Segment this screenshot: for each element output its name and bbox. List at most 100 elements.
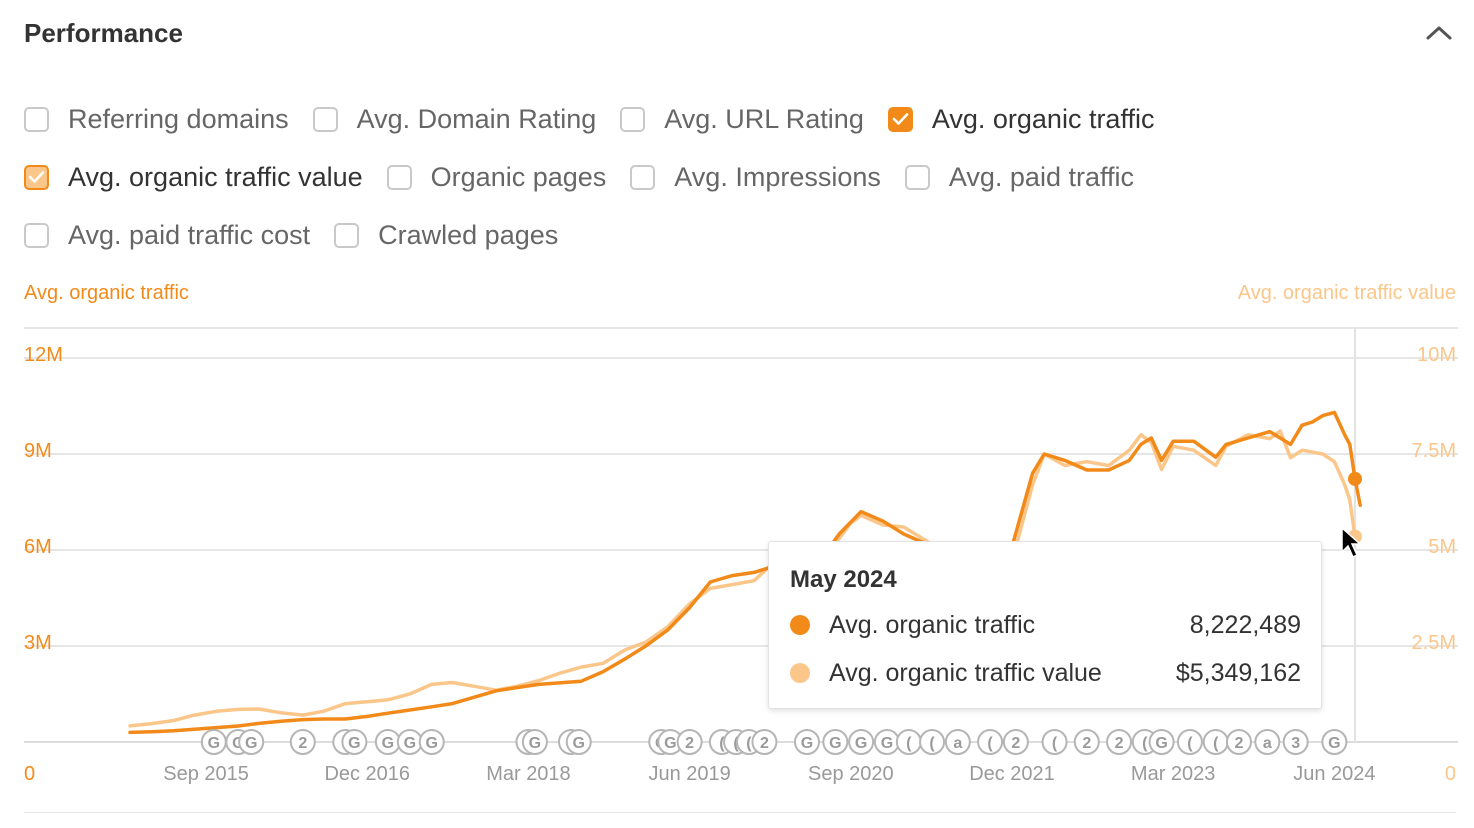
annotation-circle: [1073, 729, 1100, 755]
metric-toggle[interactable]: Avg. organic traffic: [887, 104, 1154, 135]
checkbox-icon[interactable]: [24, 106, 49, 132]
metric-label: Organic pages: [430, 161, 607, 192]
annotation-circle: [676, 729, 703, 755]
annotation-circle: [1321, 729, 1348, 755]
left-tick-label: 0: [24, 763, 35, 785]
left-axis-title: Avg. organic traffic: [24, 282, 189, 304]
checkbox-icon[interactable]: [334, 222, 360, 248]
tooltip-row-value: Avg. organic traffic value $5,349,162: [790, 658, 1301, 688]
annotation-marker[interactable]: G: [1148, 729, 1175, 755]
annotation-marker[interactable]: 2: [751, 729, 778, 755]
annotation-marker[interactable]: (: [895, 729, 922, 755]
annotation-marker[interactable]: (: [919, 729, 946, 755]
metric-toggle[interactable]: Avg. paid traffic cost: [24, 220, 310, 251]
metric-toggle[interactable]: Avg. paid traffic: [904, 161, 1134, 193]
annotation-label: 2: [1234, 735, 1243, 752]
checkbox-icon[interactable]: [904, 164, 930, 190]
metric-toggle[interactable]: Avg. Domain Rating: [312, 103, 597, 135]
annotation-circle: [822, 729, 849, 755]
metric-toggle[interactable]: Avg. organic traffic value: [24, 162, 363, 193]
annotation-circle: [1041, 729, 1068, 755]
annotation-marker[interactable]: G: [873, 729, 900, 755]
annotation-marker[interactable]: a: [944, 729, 971, 755]
annotation-label: G: [1328, 735, 1340, 752]
checkbox-icon[interactable]: [630, 164, 656, 190]
annotation-marker[interactable]: G: [341, 729, 368, 755]
annotation-marker[interactable]: G: [822, 729, 849, 755]
annotation-circle: [751, 729, 778, 755]
checkbox-icon[interactable]: [620, 106, 646, 132]
annotation-marker[interactable]: G: [848, 729, 875, 755]
annotation-marker[interactable]: 2: [1225, 729, 1252, 755]
annotation-marker[interactable]: G: [396, 729, 423, 755]
annotation-circle: [1002, 729, 1029, 755]
annotation-marker[interactable]: 2: [289, 729, 316, 755]
left-tick-label: 3M: [24, 632, 52, 654]
metric-label: Avg. Domain Rating: [356, 103, 597, 134]
checkbox-icon[interactable]: [24, 222, 49, 248]
right-tick-label: 2.5M: [1412, 632, 1456, 654]
x-tick-label: Dec 2021: [969, 763, 1055, 785]
annotation-marker[interactable]: G: [657, 729, 684, 755]
annotation-marker[interactable]: a: [1254, 729, 1281, 755]
annotation-circle: [1282, 729, 1309, 755]
metric-toggle[interactable]: Referring domains: [24, 104, 289, 135]
x-tick-label: Dec 2016: [324, 763, 410, 785]
tooltip-row-traffic: Avg. organic traffic 8,222,489: [790, 610, 1301, 640]
metric-toggle[interactable]: Avg. Impressions: [630, 162, 881, 193]
annotation-marker[interactable]: G: [521, 729, 548, 755]
annotation-label: 3: [1291, 735, 1300, 752]
annotation-marker[interactable]: (: [1176, 729, 1203, 755]
tooltip-label: Avg. organic traffic: [829, 610, 1036, 639]
annotation-marker[interactable]: G: [418, 729, 445, 755]
annotation-marker[interactable]: (: [1041, 729, 1068, 755]
checkbox-checked-icon[interactable]: [887, 106, 913, 132]
annotation-label: a: [953, 735, 962, 752]
annotation-circle: [289, 729, 316, 755]
metric-label: Crawled pages: [378, 219, 559, 250]
checkbox-icon[interactable]: [312, 106, 338, 132]
annotation-circle: [919, 729, 946, 755]
annotation-marker[interactable]: (: [977, 729, 1004, 755]
metric-label: Avg. organic traffic value: [68, 161, 363, 192]
annotation-marker[interactable]: G: [565, 729, 592, 755]
x-tick-label: Mar 2023: [1131, 763, 1216, 785]
metric-toggle[interactable]: Crawled pages: [334, 220, 558, 251]
performance-chart[interactable]: 0 0 3M 2.5M 6M 5M 9M 7.5M 12M 10M Sep 2015 Dec 2016…: [0, 310, 1474, 800]
annotation-marker[interactable]: G: [374, 729, 401, 755]
annotation-label: (: [1213, 735, 1219, 752]
annotation-marker[interactable]: 2: [1073, 729, 1100, 755]
annotation-label: G: [245, 735, 257, 752]
metric-selector: Referring domains Avg. Domain Rating Avg. …: [24, 90, 1454, 264]
right-tick-label: 10M: [1417, 344, 1456, 366]
annotation-label: G: [829, 735, 841, 752]
tooltip-value: 8,222,489: [1189, 610, 1301, 639]
annotation-label: G: [348, 735, 360, 752]
annotation-marker[interactable]: G: [793, 729, 820, 755]
checkbox-checked-icon[interactable]: [24, 164, 49, 190]
metric-label: Avg. paid traffic: [948, 161, 1134, 192]
mouse-cursor-icon: [1341, 526, 1362, 559]
annotation-label: (: [1187, 735, 1193, 752]
annotation-marker[interactable]: G: [1321, 729, 1348, 755]
annotation-marker[interactable]: (: [1202, 729, 1229, 755]
annotation-circle: [793, 729, 820, 755]
tooltip-value: $5,349,162: [1175, 658, 1301, 687]
metric-toggle[interactable]: Organic pages: [386, 161, 607, 193]
annotation-marker[interactable]: 2: [676, 729, 703, 755]
right-tick-label: 7.5M: [1412, 440, 1456, 462]
metric-toggle[interactable]: Avg. URL Rating: [620, 104, 864, 135]
annotation-marker[interactable]: 2: [1002, 729, 1029, 755]
annotation-circle: [977, 729, 1004, 755]
annotation-marker[interactable]: 2: [1106, 729, 1133, 755]
annotation-circle: [1225, 729, 1252, 755]
annotation-label: (: [1142, 735, 1148, 752]
checkbox-icon[interactable]: [386, 164, 412, 190]
collapse-chevron-up-icon[interactable]: [1424, 20, 1454, 46]
annotation-marker[interactable]: G: [200, 729, 227, 755]
annotation-circle: [944, 729, 971, 755]
annotation-marker[interactable]: G: [238, 729, 265, 755]
annotation-circle: [1254, 729, 1281, 755]
panel-divider: [24, 812, 1456, 813]
annotation-marker[interactable]: 3: [1282, 729, 1309, 755]
